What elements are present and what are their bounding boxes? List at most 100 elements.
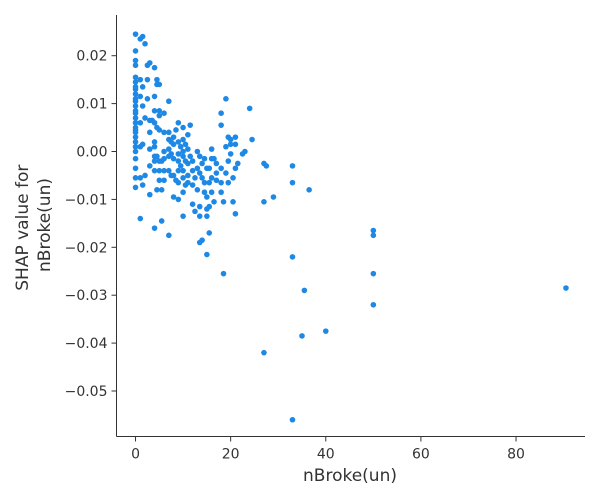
data-point bbox=[180, 167, 186, 174]
data-point bbox=[161, 167, 167, 174]
data-point bbox=[154, 76, 160, 83]
data-point bbox=[144, 96, 151, 102]
data-point bbox=[132, 155, 139, 162]
data-point bbox=[161, 110, 167, 116]
data-point bbox=[132, 148, 139, 155]
data-point bbox=[289, 179, 296, 186]
data-point bbox=[289, 254, 296, 260]
data-point bbox=[146, 146, 153, 152]
data-point bbox=[218, 122, 224, 128]
y-axis-title: SHAP value for nBroke(un) bbox=[13, 159, 55, 290]
data-point bbox=[196, 170, 203, 176]
data-point bbox=[139, 103, 146, 109]
data-point bbox=[132, 74, 139, 81]
data-point bbox=[563, 285, 569, 291]
data-point bbox=[201, 155, 208, 162]
data-point bbox=[166, 167, 172, 174]
data-point bbox=[173, 127, 179, 133]
data-point bbox=[132, 98, 139, 105]
data-point bbox=[246, 105, 253, 112]
data-point bbox=[194, 165, 201, 172]
data-point bbox=[187, 122, 194, 128]
y-tick-label: −0.01 bbox=[65, 192, 108, 208]
data-point bbox=[232, 210, 239, 217]
data-point bbox=[137, 76, 144, 83]
data-point bbox=[189, 167, 196, 174]
data-point bbox=[182, 141, 189, 148]
x-axis-ticks: 0 20 40 60 80 bbox=[131, 436, 525, 463]
data-point bbox=[132, 48, 139, 54]
data-point bbox=[180, 213, 186, 219]
data-point bbox=[132, 165, 139, 172]
data-point bbox=[206, 165, 213, 172]
data-point bbox=[199, 237, 205, 243]
data-point bbox=[206, 230, 213, 236]
data-point bbox=[185, 131, 191, 138]
y-tick-label: 0.02 bbox=[76, 49, 107, 65]
data-point bbox=[154, 187, 160, 193]
data-point bbox=[132, 62, 139, 69]
data-point bbox=[213, 160, 220, 167]
data-point bbox=[139, 182, 146, 188]
data-point bbox=[270, 194, 277, 200]
data-point bbox=[158, 158, 165, 164]
data-point bbox=[142, 115, 148, 121]
data-point bbox=[201, 179, 208, 186]
data-point bbox=[192, 208, 198, 215]
data-point bbox=[196, 153, 203, 160]
data-point bbox=[170, 194, 177, 200]
data-point bbox=[261, 199, 267, 205]
data-point bbox=[225, 179, 232, 186]
data-point bbox=[211, 199, 217, 205]
data-point bbox=[175, 119, 182, 126]
data-point bbox=[185, 160, 191, 167]
data-point bbox=[218, 189, 224, 196]
data-point bbox=[370, 270, 377, 277]
data-point bbox=[180, 153, 186, 160]
data-point bbox=[185, 172, 191, 179]
data-point bbox=[370, 227, 377, 234]
data-point bbox=[132, 129, 139, 136]
data-point bbox=[132, 57, 139, 64]
data-point bbox=[199, 160, 205, 167]
data-point bbox=[158, 187, 165, 193]
data-point bbox=[146, 191, 153, 198]
x-tick-label: 20 bbox=[222, 447, 240, 463]
data-point bbox=[142, 172, 148, 179]
data-point bbox=[263, 163, 270, 169]
data-point bbox=[370, 232, 377, 239]
data-point bbox=[132, 31, 139, 37]
data-point bbox=[223, 143, 229, 150]
data-point bbox=[192, 175, 198, 181]
data-point bbox=[213, 170, 220, 176]
data-point bbox=[175, 167, 182, 174]
data-point bbox=[175, 139, 182, 145]
data-point bbox=[132, 110, 139, 116]
data-point bbox=[154, 153, 160, 160]
data-point bbox=[223, 170, 229, 176]
data-point bbox=[194, 148, 201, 155]
data-point bbox=[132, 134, 139, 140]
data-point bbox=[166, 153, 172, 160]
data-point bbox=[242, 148, 248, 155]
data-point bbox=[208, 146, 215, 152]
data-point bbox=[180, 175, 186, 181]
data-point bbox=[370, 301, 377, 308]
data-point bbox=[151, 139, 158, 145]
data-point bbox=[151, 167, 158, 174]
data-point bbox=[201, 189, 208, 196]
data-point bbox=[322, 328, 329, 334]
data-point bbox=[151, 93, 158, 100]
data-point bbox=[218, 179, 224, 186]
data-point bbox=[156, 167, 163, 174]
data-point bbox=[175, 179, 182, 186]
data-point bbox=[156, 112, 163, 119]
data-point bbox=[208, 189, 215, 196]
data-point bbox=[132, 86, 139, 93]
data-point bbox=[180, 136, 186, 143]
data-point bbox=[132, 175, 139, 181]
data-point bbox=[137, 175, 144, 181]
data-point bbox=[194, 187, 201, 193]
data-point bbox=[206, 203, 213, 210]
data-point bbox=[230, 175, 236, 181]
